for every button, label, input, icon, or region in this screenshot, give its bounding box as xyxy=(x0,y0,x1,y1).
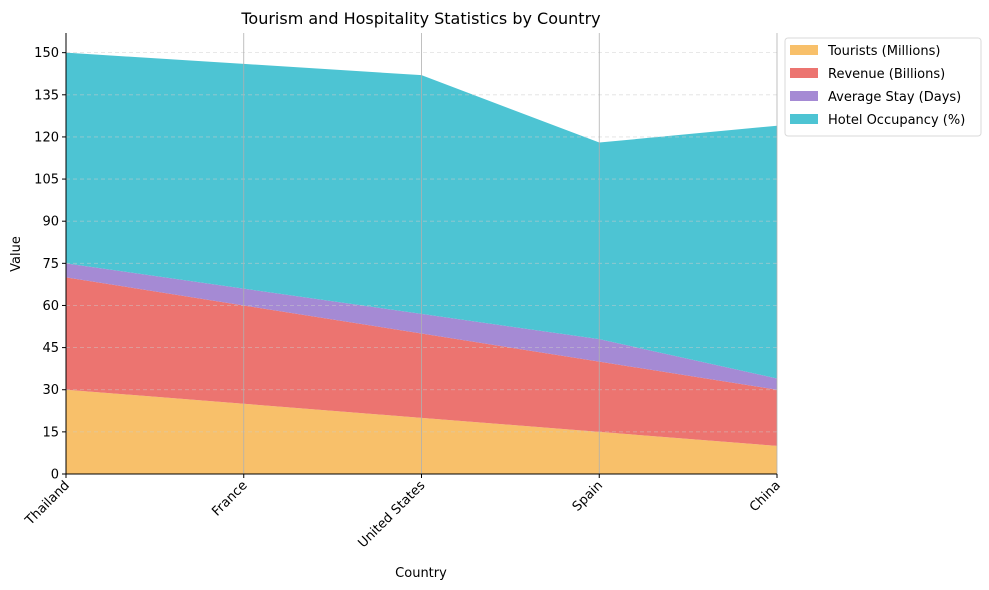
y-axis-label: Value xyxy=(9,236,24,272)
y-tick-label-9: 135 xyxy=(34,88,59,103)
x-tick-label-3: Spain xyxy=(570,478,606,514)
plot-area xyxy=(65,33,778,475)
legend-label-2: Revenue (Billions) xyxy=(828,67,945,82)
y-tick-label-7: 105 xyxy=(34,173,59,188)
legend-swatch-4 xyxy=(790,114,818,124)
legend-label-3: Average Stay (Days) xyxy=(828,90,961,105)
legend-label-4: Hotel Occupancy (%) xyxy=(828,113,965,128)
x-tick-label-1: France xyxy=(209,478,250,519)
legend-box xyxy=(784,37,982,137)
y-tick-label-3: 45 xyxy=(42,341,59,356)
x-tick-label-0: Thailand xyxy=(22,478,73,529)
x-tick-label-4: China xyxy=(747,478,784,515)
legend: Tourists (Millions) Revenue (Billions) Ave… xyxy=(784,37,982,137)
y-tick-label-1: 15 xyxy=(42,425,59,440)
y-tick-label-2: 30 xyxy=(42,383,59,398)
y-tick-label-4: 60 xyxy=(42,299,59,314)
x-axis-label: Country xyxy=(395,566,447,581)
y-tick-label-10: 150 xyxy=(34,46,59,61)
y-tick-label-5: 75 xyxy=(42,257,59,272)
y-tick-label-8: 120 xyxy=(34,130,59,145)
legend-label-1: Tourists (Millions) xyxy=(827,44,940,59)
x-axis: Thailand France United States Spain China xyxy=(22,474,784,551)
y-axis: 0 15 30 45 60 75 90 105 120 135 150 xyxy=(34,46,66,483)
y-tick-label-6: 90 xyxy=(42,215,59,230)
legend-swatch-1 xyxy=(790,45,818,55)
chart-title: Tourism and Hospitality Statistics by Co… xyxy=(240,9,600,28)
legend-swatch-2 xyxy=(790,68,818,78)
legend-swatch-3 xyxy=(790,91,818,101)
y-tick-label-0: 0 xyxy=(51,468,59,483)
x-tick-label-2: United States xyxy=(355,478,428,551)
